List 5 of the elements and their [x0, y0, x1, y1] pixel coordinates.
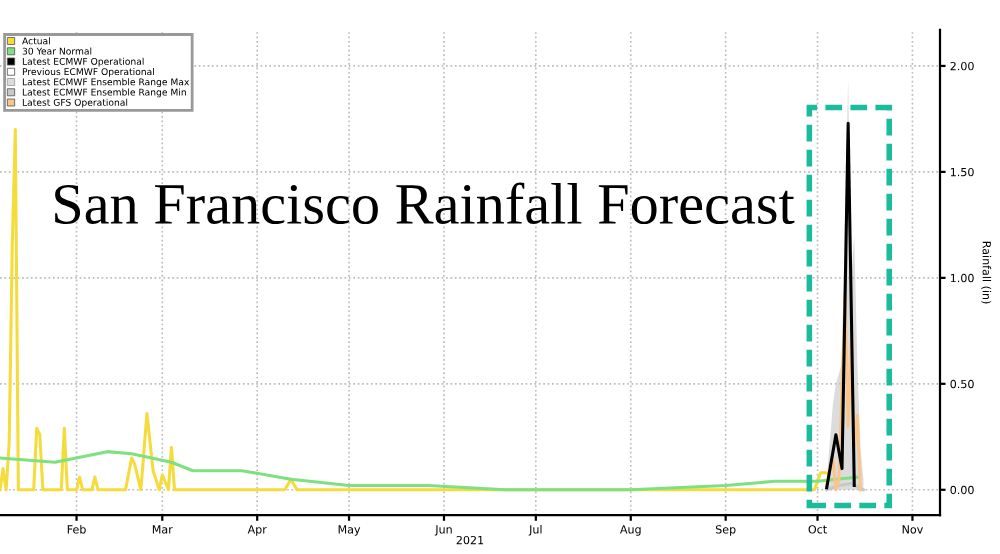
line-series — [0, 127, 829, 492]
text: San Francisco Rainfall Forecast — [55, 182, 795, 225]
line-series — [0, 450, 859, 492]
line-series — [825, 121, 856, 490]
line-series — [825, 293, 862, 492]
